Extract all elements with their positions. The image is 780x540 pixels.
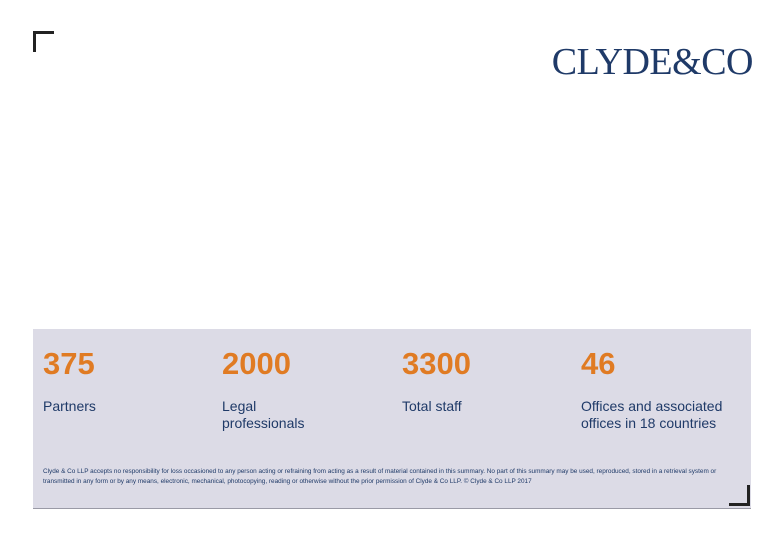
stats-panel: 375 Partners 2000 Legal professionals 33… [33,329,751,509]
stat-label: Offices and associated offices in 18 cou… [581,398,723,431]
stat-legal-professionals: 2000 Legal professionals [222,345,332,432]
corner-mark-bottom-right [729,485,750,506]
stat-value: 375 [43,346,95,381]
stat-value: 2000 [222,346,291,381]
legal-disclaimer: Clyde & Co LLP accepts no responsibility… [43,468,717,485]
stat-offices: 46 Offices and associated offices in 18 … [581,345,741,432]
clyde-co-logo: CLYDE&CO [551,41,754,83]
stat-value: 46 [581,346,616,381]
stat-label: Partners [43,398,96,414]
stat-label: Legal professionals [222,398,305,431]
stat-total-staff: 3300 Total staff [402,345,562,415]
corner-mark-top-left [33,31,54,52]
stat-label: Total staff [402,398,462,414]
stat-partners: 375 Partners [43,345,203,415]
stat-value: 3300 [402,346,471,381]
